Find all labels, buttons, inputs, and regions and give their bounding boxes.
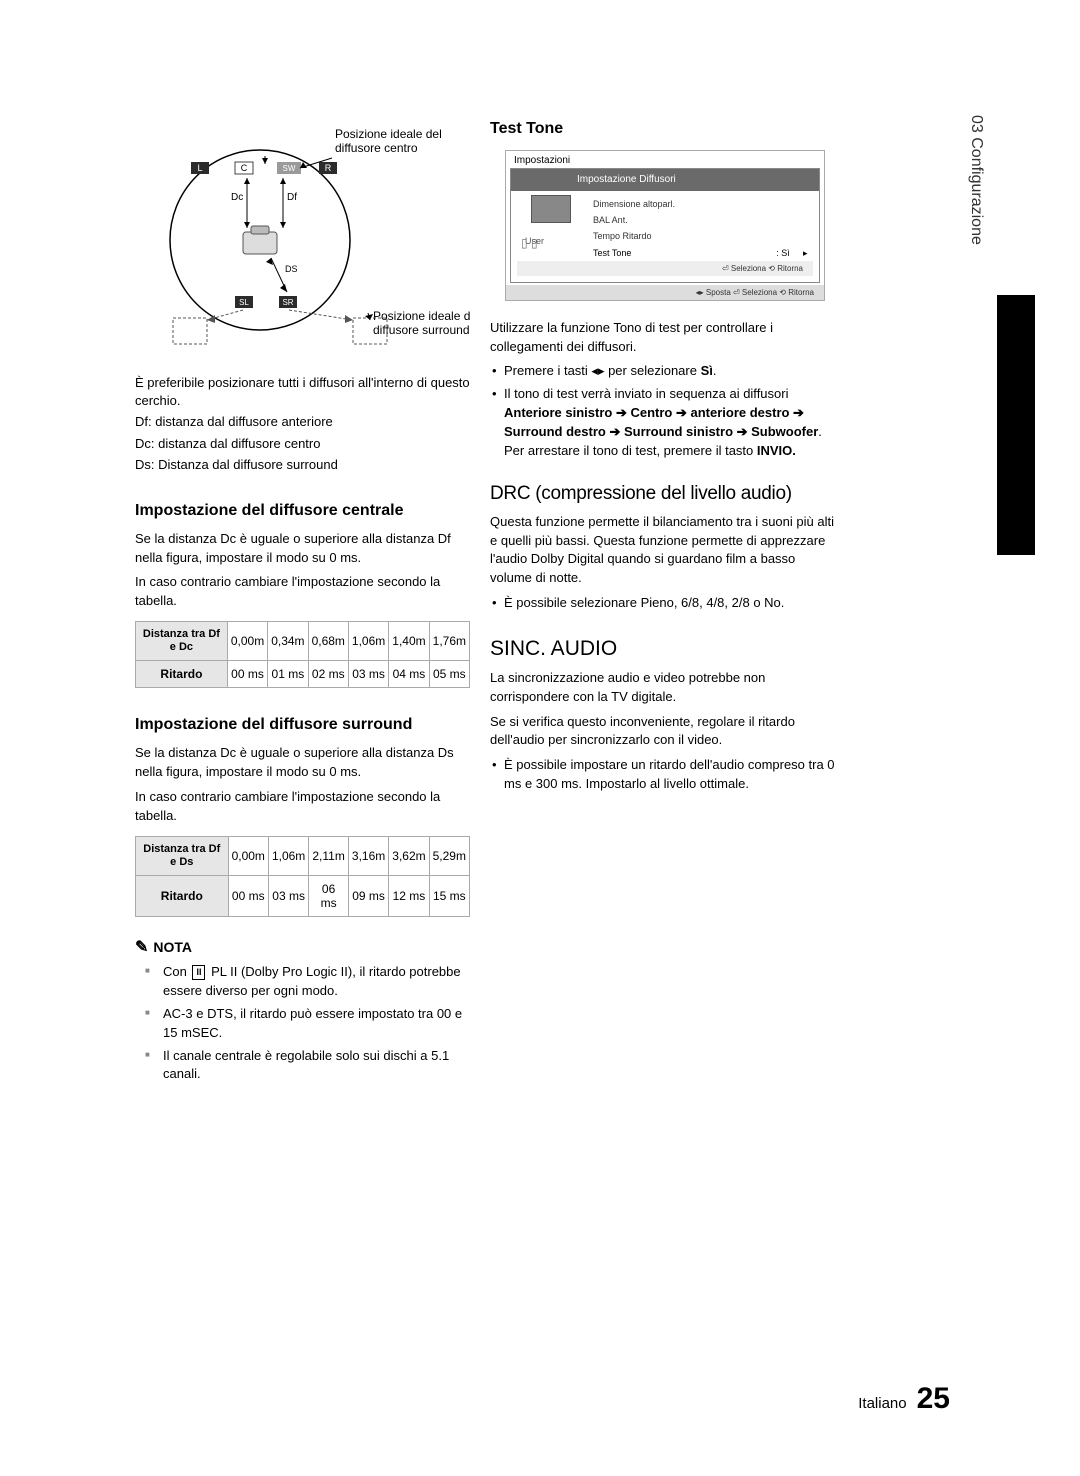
page-footer: Italiano 25 <box>858 1382 950 1416</box>
diagram-legend-1: Df: distanza dal diffusore anteriore <box>135 413 470 431</box>
table-centrale: Distanza tra Df e Dc 0,00m 0,34m 0,68m 1… <box>135 621 470 688</box>
diagram-legend-3: Ds: Distanza dal diffusore surround <box>135 456 470 474</box>
tbl-c-r2-label: Ritardo <box>136 661 228 688</box>
nota-label: NOTA <box>135 937 470 957</box>
tv-thumbnail: User ▯ ▯ <box>517 192 585 250</box>
diagram-svg: Posizione ideale del diffusore centro Po… <box>135 120 470 370</box>
svg-text:DS: DS <box>285 264 298 274</box>
listener-icon <box>243 232 277 254</box>
chevron-right-icon: ▸ <box>803 245 813 261</box>
menu-row-1[interactable]: BAL Ant. <box>593 212 813 228</box>
sinc-p2: Se si verifica questo inconveniente, reg… <box>490 713 840 751</box>
menu-row-3[interactable]: Test Tone : Sì ▸ <box>593 245 813 261</box>
black-side-tab <box>997 295 1035 555</box>
tbl-s-r2-label: Ritardo <box>136 876 229 917</box>
diagram-legend-2: Dc: distanza dal diffusore centro <box>135 435 470 453</box>
svg-text:SW: SW <box>283 164 296 173</box>
sinc-p1: La sincronizzazione audio e video potreb… <box>490 669 840 707</box>
win-outer-title: Impostazioni <box>506 151 824 166</box>
svg-text:Dc: Dc <box>231 192 243 203</box>
dashed-SL <box>173 318 207 344</box>
nota-item-3: Il canale centrale è regolabile solo sui… <box>163 1047 470 1085</box>
footer-inner: ⏎ Seleziona ⟲ Ritorna <box>517 261 813 276</box>
heading-sinc: SINC. AUDIO <box>490 637 840 661</box>
nota-item-1: Con II PL II (Dolby Pro Logic II), il ri… <box>163 963 470 1001</box>
diagram-caption: È preferibile posizionare tutti i diffus… <box>135 374 470 409</box>
pl2-icon: II <box>192 965 205 980</box>
tbl-c-r1-label: Distanza tra Df e Dc <box>136 622 228 661</box>
menu-row-2[interactable]: Tempo Ritardo <box>593 228 813 244</box>
drc-b1: È possibile selezionare Pieno, 6/8, 4/8,… <box>504 594 840 613</box>
nota-list: Con II PL II (Dolby Pro Logic II), il ri… <box>135 963 470 1084</box>
svg-text:SL: SL <box>239 298 249 307</box>
svg-text:SR: SR <box>282 298 293 307</box>
left-column: Posizione ideale del diffusore centro Po… <box>135 120 470 1088</box>
centrale-p2: In caso contrario cambiare l'impostazion… <box>135 573 470 611</box>
nota-item-2: AC-3 e DTS, il ritardo può essere impost… <box>163 1005 470 1043</box>
ui-screenshot: Impostazioni Impostazione Diffusori User… <box>505 150 825 301</box>
heading-testtone: Test Tone <box>490 120 840 138</box>
diagram-label-bot-1: Posizione ideale del <box>373 309 470 323</box>
diagram-label-top-2: diffusore centro <box>335 141 418 155</box>
centrale-p1: Se la distanza Dc è uguale o superiore a… <box>135 530 470 568</box>
sinc-b1: È possibile impostare un ritardo dell'au… <box>504 756 840 794</box>
speaker-diagram: Posizione ideale del diffusore centro Po… <box>135 120 470 474</box>
svg-text:R: R <box>325 163 332 173</box>
svg-text:Df: Df <box>287 192 297 203</box>
tbl-s-r1-label: Distanza tra Df e Ds <box>136 836 229 875</box>
testtone-p1: Utilizzare la funzione Tono di test per … <box>490 319 840 357</box>
right-column: Test Tone Impostazioni Impostazione Diff… <box>490 120 840 1088</box>
svg-text:C: C <box>241 163 248 173</box>
heading-surround: Impostazione del diffusore surround <box>135 716 470 734</box>
footer-outer: ◂▸ Sposta ⏎ Seleziona ⟲ Ritorna <box>506 285 824 300</box>
heading-centrale: Impostazione del diffusore centrale <box>135 502 470 520</box>
table-surround: Distanza tra Df e Ds 0,00m 1,06m 2,11m 3… <box>135 836 470 917</box>
surround-p1: Se la distanza Dc è uguale o superiore a… <box>135 744 470 782</box>
menu-row-0[interactable]: Dimensione altoparl. <box>593 196 813 212</box>
footer-page-number: 25 <box>917 1382 950 1416</box>
heading-drc: DRC (compressione del livello audio) <box>490 483 840 505</box>
tt-b1: Premere i tasti ◂▸ per selezionare Sì. <box>504 362 840 381</box>
menu-column: Dimensione altoparl. BAL Ant. Tempo Rita… <box>593 192 813 261</box>
drc-p1: Questa funzione permette il bilanciament… <box>490 513 840 588</box>
surround-p2: In caso contrario cambiare l'impostazion… <box>135 788 470 826</box>
svg-text:L: L <box>197 163 202 173</box>
tt-b2: Il tono di test verrà inviato in sequenz… <box>504 385 840 460</box>
win-inner-title: Impostazione Diffusori <box>517 169 813 190</box>
section-tab: 03 Configurazione <box>965 115 985 295</box>
diagram-label-top-1: Posizione ideale del <box>335 127 442 141</box>
footer-lang: Italiano <box>858 1395 906 1412</box>
